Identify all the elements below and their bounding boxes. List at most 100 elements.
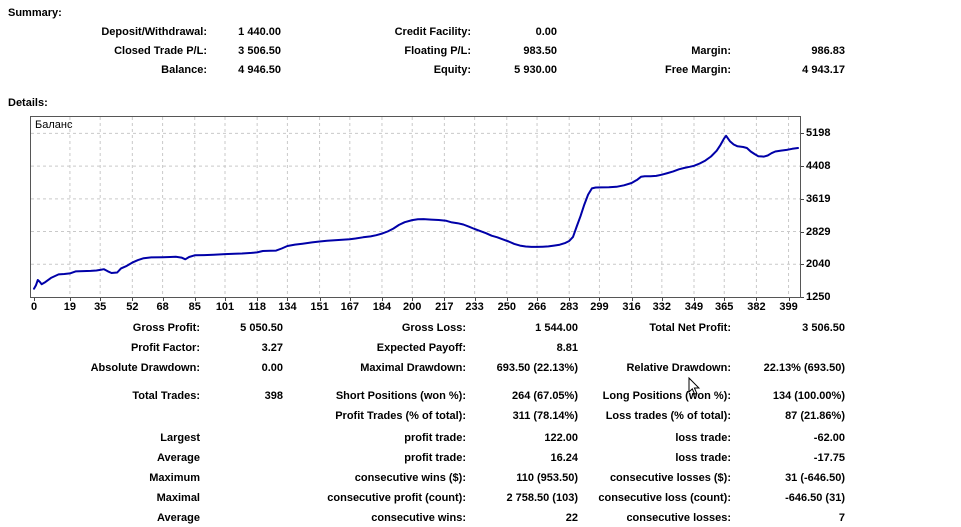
- stat-label: loss trade:: [675, 432, 731, 444]
- summary-row: Balance: 4 946.50 Equity: 5 930.00 Free …: [0, 64, 961, 78]
- stat-label: Long Positions (won %):: [602, 390, 731, 402]
- x-axis-tick: [506, 298, 508, 301]
- stat-value: 3.27: [261, 342, 283, 354]
- x-axis-label: 151: [310, 301, 329, 313]
- stat-value: 398: [264, 390, 283, 402]
- summary-value: 5 930.00: [514, 64, 557, 76]
- stat-value: 122.00: [544, 432, 578, 444]
- x-axis-label: 299: [590, 301, 609, 313]
- stat-label: consecutive losses ($):: [609, 472, 731, 484]
- x-axis-label: 233: [465, 301, 484, 313]
- x-axis-label: 382: [747, 301, 766, 313]
- x-axis-label: 68: [156, 301, 169, 313]
- stat-label: Maximum: [149, 472, 200, 484]
- stats-row: Absolute Drawdown: 0.00 Maximal Drawdown…: [0, 362, 961, 376]
- stats-row: Maximal consecutive profit (count): 2 75…: [0, 492, 961, 506]
- x-axis-tick: [257, 298, 259, 301]
- x-axis-tick: [474, 298, 476, 301]
- mouse-cursor: [688, 377, 701, 395]
- stat-value: 134 (100.00%): [772, 390, 845, 402]
- x-axis-tick: [319, 298, 321, 301]
- x-axis-tick: [349, 298, 351, 301]
- summary-label: Closed Trade P/L:: [114, 45, 207, 57]
- stat-value: -646.50 (31): [785, 492, 845, 504]
- x-axis-label: 0: [30, 301, 38, 313]
- x-axis-label: 134: [278, 301, 297, 313]
- x-axis-label: 35: [94, 301, 107, 313]
- summary-label: Free Margin:: [664, 64, 731, 76]
- y-axis-tick: [801, 297, 804, 298]
- x-axis-label: 200: [403, 301, 422, 313]
- x-axis-label: 283: [559, 301, 579, 313]
- stat-label: Gross Loss:: [401, 322, 466, 334]
- stat-value: 693.50 (22.13%): [496, 362, 578, 374]
- stat-value: -62.00: [813, 432, 845, 444]
- x-axis-label: 349: [684, 301, 704, 313]
- stats-row: Average consecutive wins: 22 consecutive…: [0, 512, 961, 526]
- stat-label: Largest: [160, 432, 200, 444]
- stat-label: Average: [156, 452, 200, 464]
- stats-row: Average profit trade: 16.24 loss trade: …: [0, 452, 961, 466]
- stats-row: Profit Trades (% of total): 311 (78.14%)…: [0, 410, 961, 424]
- x-axis-tick: [693, 298, 695, 301]
- y-axis-tick: [801, 231, 804, 233]
- summary-value: 986.83: [811, 45, 845, 57]
- stat-label: consecutive profit (count):: [327, 492, 466, 504]
- summary-value: 3 506.50: [238, 45, 281, 57]
- x-axis-tick: [69, 298, 71, 301]
- x-axis-tick: [599, 298, 601, 301]
- x-axis-label: 365: [715, 301, 734, 313]
- x-axis-tick: [162, 298, 164, 301]
- y-axis-tick: [801, 264, 804, 266]
- x-axis-tick: [569, 298, 571, 301]
- x-axis-tick: [225, 298, 226, 301]
- stat-label: Profit Factor:: [130, 342, 200, 354]
- stat-label: profit trade:: [404, 432, 466, 444]
- x-axis-label: 167: [340, 301, 359, 313]
- summary-value: 0.00: [535, 26, 557, 38]
- y-axis-tick: [801, 166, 804, 168]
- x-axis-tick: [537, 298, 539, 301]
- y-axis-tick: [801, 198, 804, 200]
- x-axis-label: 52: [126, 301, 139, 313]
- stat-label: Total Trades:: [132, 390, 200, 402]
- stat-value: 3 506.50: [802, 322, 845, 334]
- x-axis-label: 101: [215, 301, 235, 313]
- x-axis-label: 85: [188, 301, 201, 313]
- summary-label: Equity:: [433, 64, 471, 76]
- stat-label: Profit Trades (% of total):: [335, 410, 466, 422]
- stat-value: 264 (67.05%): [511, 390, 578, 402]
- x-axis-tick: [34, 298, 35, 301]
- x-axis-tick: [194, 298, 196, 301]
- summary-row: Closed Trade P/L: 3 506.50 Floating P/L:…: [0, 45, 961, 59]
- x-axis-tick: [287, 298, 289, 301]
- x-axis-tick: [100, 298, 102, 301]
- stat-label: consecutive wins ($):: [354, 472, 466, 484]
- stat-label: Maximal: [156, 492, 200, 504]
- x-axis-tick: [132, 298, 134, 301]
- stat-label: Short Positions (won %):: [335, 390, 466, 402]
- x-axis-label: 19: [63, 301, 77, 313]
- x-axis-tick: [661, 298, 663, 301]
- stat-label: Absolute Drawdown:: [90, 362, 200, 374]
- summary-label: Floating P/L:: [404, 45, 471, 57]
- chart-series-label: Баланс: [35, 119, 73, 131]
- stat-label: consecutive losses:: [626, 512, 731, 524]
- summary-value: 1 440.00: [238, 26, 281, 38]
- y-axis-label: 3619: [806, 192, 831, 205]
- x-axis-label: 266: [527, 301, 547, 313]
- x-axis-label: 399: [779, 301, 798, 313]
- stat-label: consecutive wins:: [371, 512, 466, 524]
- stat-value: 22.13% (693.50): [763, 362, 845, 374]
- stats-row: Gross Profit: 5 050.50 Gross Loss: 1 544…: [0, 322, 961, 336]
- stat-label: profit trade:: [404, 452, 466, 464]
- balance-line: [33, 134, 799, 290]
- stat-label: Loss trades (% of total):: [605, 410, 731, 422]
- y-axis-tick: [801, 133, 804, 135]
- y-axis-label: 5198: [806, 127, 831, 140]
- stats-row: Total Trades: 398 Short Positions (won %…: [0, 390, 961, 404]
- stats-row: Largest profit trade: 122.00 loss trade:…: [0, 432, 961, 446]
- stat-value: 8.81: [556, 342, 578, 354]
- summary-label: Margin:: [691, 45, 731, 57]
- summary-heading: Summary:: [8, 7, 62, 19]
